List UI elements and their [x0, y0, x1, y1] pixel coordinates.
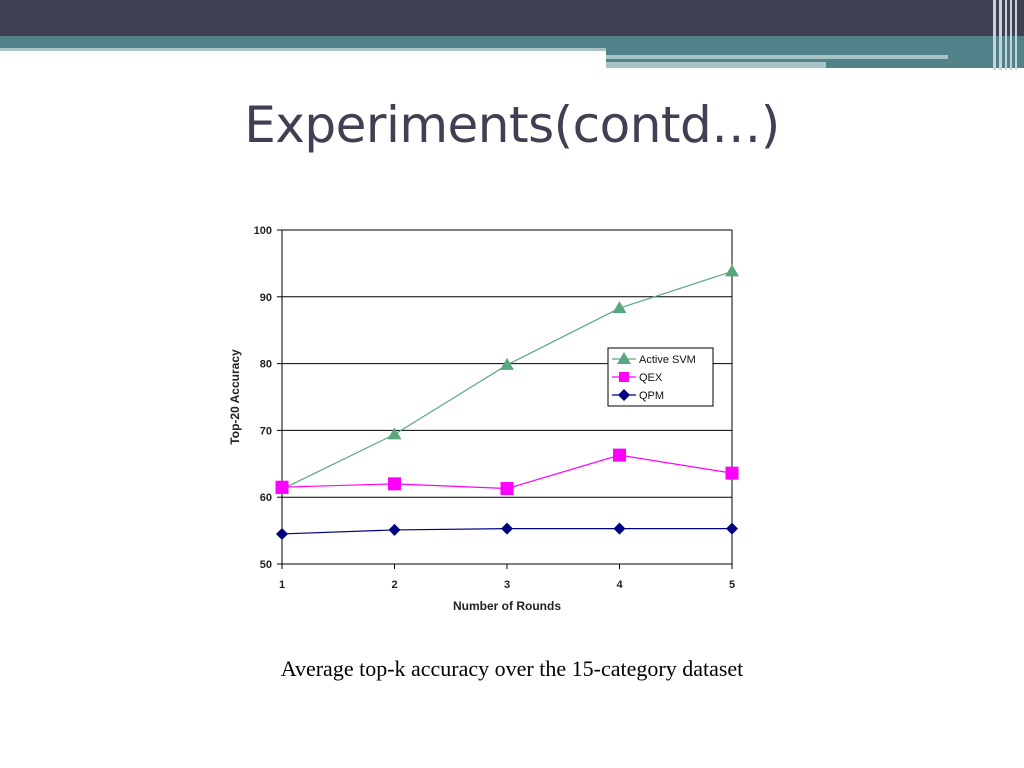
data-point-active-svm — [725, 264, 739, 277]
x-tick-label: 5 — [729, 579, 735, 591]
data-point-qpm — [388, 523, 401, 536]
header-teal-band — [0, 36, 1024, 48]
header-stripe — [1005, 0, 1007, 70]
data-point-qex — [725, 466, 739, 480]
header-accent-line — [606, 55, 948, 59]
x-axis-title: Number of Rounds — [453, 599, 561, 613]
y-tick-label: 70 — [260, 425, 272, 437]
data-point-active-svm — [500, 357, 514, 370]
y-tick-label: 50 — [260, 559, 272, 571]
header-bar — [0, 0, 1024, 36]
y-axis-title: Top-20 Accuracy — [228, 349, 242, 445]
slide-caption: Average top-k accuracy over the 15-categ… — [280, 656, 744, 681]
data-point-qpm — [501, 522, 513, 535]
header-accent-line — [0, 48, 606, 51]
header-stripe — [993, 0, 996, 70]
x-tick-label: 1 — [279, 579, 285, 591]
series-qex — [275, 448, 739, 496]
data-point-qex — [275, 480, 289, 494]
data-point-qpm — [726, 522, 738, 535]
data-point-qex — [613, 448, 626, 462]
y-tick-label: 100 — [254, 225, 272, 237]
y-tick-label: 90 — [260, 292, 272, 304]
y-tick-label: 80 — [260, 359, 272, 371]
slide-title: Experiments(contd…) — [244, 96, 780, 154]
legend-label-active-svm: Active SVM — [639, 354, 696, 366]
x-tick-label: 3 — [504, 579, 510, 591]
data-point-qpm — [276, 527, 288, 540]
data-point-active-svm — [612, 301, 627, 314]
legend-label-qex: QEX — [639, 372, 663, 384]
legend-marker-qpm — [618, 389, 630, 401]
x-tick-label: 4 — [616, 579, 623, 591]
data-point-active-svm — [387, 427, 402, 440]
chart-series — [275, 264, 739, 540]
data-point-qpm — [613, 522, 626, 535]
x-tick-label: 2 — [391, 579, 397, 591]
series-qpm — [276, 522, 738, 540]
header-stripe — [1015, 0, 1017, 70]
chart-axes: 50 60 70 80 90 100 1 2 3 4 5 — [254, 225, 735, 591]
data-point-qex — [388, 477, 401, 491]
legend-label-qpm: QPM — [639, 390, 664, 402]
chart-legend: Active SVM QEX QPM — [607, 347, 714, 407]
data-point-qex — [500, 482, 514, 496]
header-stripe — [999, 0, 1002, 70]
header-accent-line — [606, 62, 826, 68]
legend-marker-qex — [619, 372, 629, 382]
y-tick-label: 60 — [260, 492, 272, 504]
header-stripe — [1010, 0, 1012, 70]
legend-marker-active-svm — [617, 352, 631, 364]
